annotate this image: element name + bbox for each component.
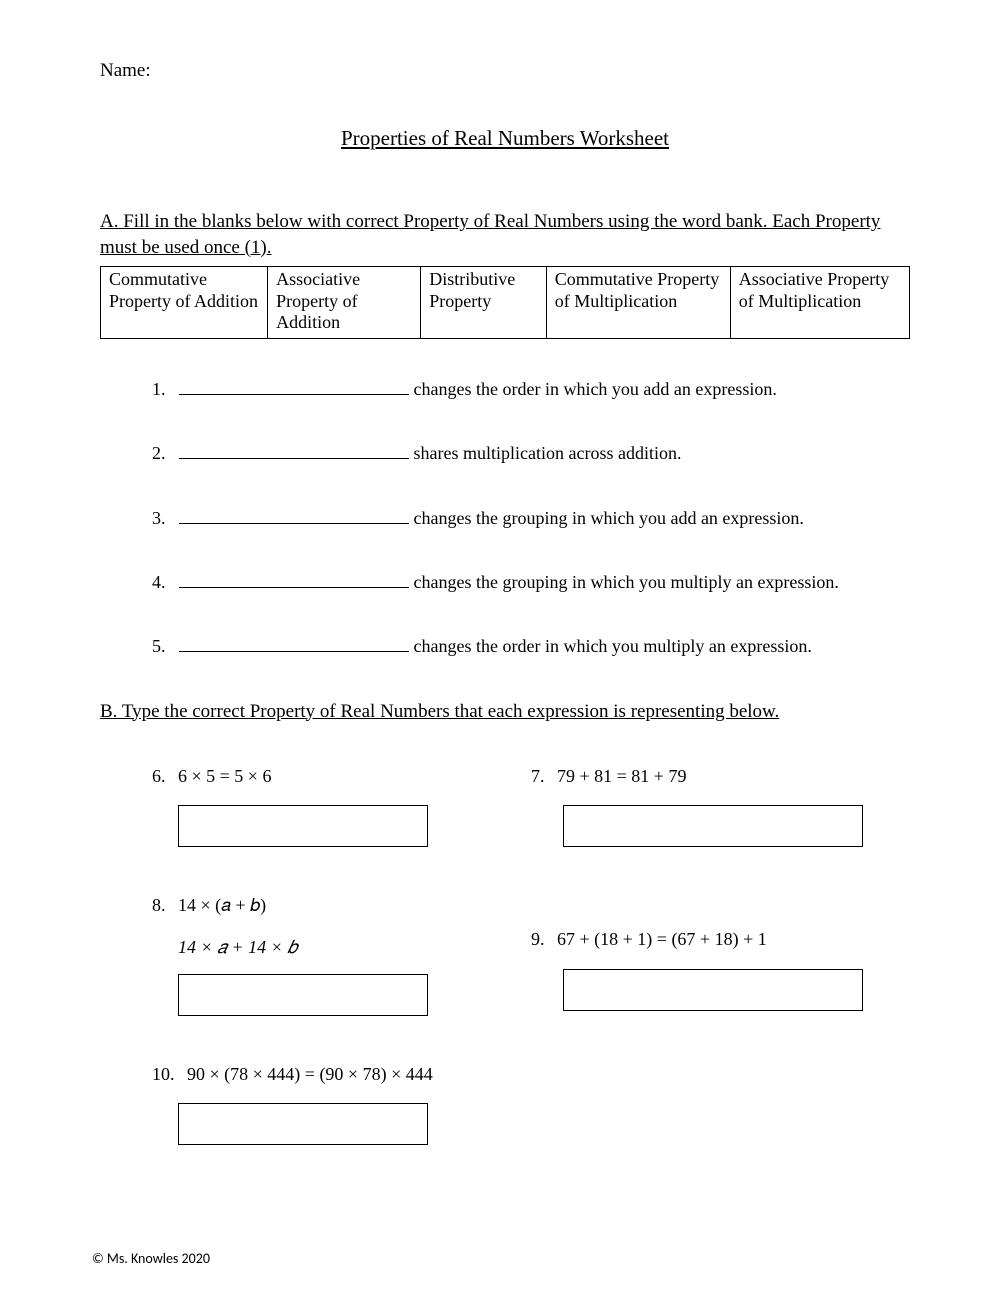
section-a-items: 1. changes the order in which you add an… — [100, 377, 910, 658]
item-number: 4. — [152, 572, 166, 592]
wordbank-cell: Commutative Property of Addition — [101, 267, 268, 339]
q-expression: 79 + 81 = 81 + 79 — [557, 766, 686, 786]
item-text: changes the order in which you multiply … — [414, 636, 812, 656]
q-number: 6. — [152, 766, 166, 786]
item-number: 3. — [152, 508, 166, 528]
q-number: 8. — [152, 895, 166, 915]
q-expression: 90 × (78 × 444) = (90 × 78) × 444 — [187, 1064, 433, 1084]
worksheet-page: Name: Properties of Real Numbers Workshe… — [0, 0, 1000, 1291]
question-10: 10. 90 × (78 × 444) = (90 × 78) × 444 — [152, 1062, 910, 1145]
answer-box[interactable] — [563, 969, 863, 1011]
fill-blank[interactable] — [179, 441, 409, 459]
q-expression-line1: 14 × (𝑎 + 𝑏) — [178, 895, 266, 915]
section-b-heading: B. Type the correct Property of Real Num… — [100, 699, 910, 725]
copyright-footer: © Ms. Knowles 2020 — [92, 1250, 210, 1267]
answer-box[interactable] — [178, 805, 428, 847]
item-text: changes the grouping in which you add an… — [414, 508, 804, 528]
fill-blank[interactable] — [179, 570, 409, 588]
name-label: Name: — [100, 60, 910, 82]
question-8: 8. 14 × (𝑎 + 𝑏) 14 × 𝑎 + 14 × 𝑏 — [152, 893, 531, 1015]
item-text: changes the grouping in which you multip… — [414, 572, 839, 592]
q-number: 10. — [152, 1064, 175, 1084]
answer-box[interactable] — [178, 1103, 428, 1145]
fill-blank[interactable] — [179, 634, 409, 652]
q-number: 7. — [531, 766, 545, 786]
worksheet-title: Properties of Real Numbers Worksheet — [100, 126, 910, 151]
item-number: 5. — [152, 636, 166, 656]
answer-box[interactable] — [178, 974, 428, 1016]
item-text: shares multiplication across addition. — [414, 443, 682, 463]
wordbank-cell: Commutative Property of Multiplication — [546, 267, 730, 339]
wordbank-cell: Distributive Property — [421, 267, 547, 339]
item-number: 1. — [152, 379, 166, 399]
q-number: 9. — [531, 929, 545, 949]
fill-blank[interactable] — [179, 377, 409, 395]
answer-box[interactable] — [563, 805, 863, 847]
item-2: 2. shares multiplication across addition… — [152, 441, 900, 465]
wordbank-cell: Associative Property of Multiplication — [730, 267, 909, 339]
item-3: 3. changes the grouping in which you add… — [152, 506, 900, 530]
question-9: 9. 67 + (18 + 1) = (67 + 18) + 1 — [531, 893, 910, 1015]
section-a-heading: A. Fill in the blanks below with correct… — [100, 209, 910, 260]
item-1: 1. changes the order in which you add an… — [152, 377, 900, 401]
word-bank-table: Commutative Property of Addition Associa… — [100, 266, 910, 339]
q-expression: 67 + (18 + 1) = (67 + 18) + 1 — [557, 929, 767, 949]
item-text: changes the order in which you add an ex… — [414, 379, 777, 399]
item-5: 5. changes the order in which you multip… — [152, 634, 900, 658]
q-expression-line2: 14 × 𝑎 + 14 × 𝑏 — [178, 937, 531, 958]
item-number: 2. — [152, 443, 166, 463]
wordbank-cell: Associative Property of Addition — [268, 267, 421, 339]
question-6: 6. 6 × 5 = 5 × 6 — [152, 764, 531, 847]
q-expression: 6 × 5 = 5 × 6 — [178, 766, 271, 786]
fill-blank[interactable] — [179, 506, 409, 524]
section-b-grid: 6. 6 × 5 = 5 × 6 7. 79 + 81 = 81 + 79 8.… — [100, 764, 910, 1191]
item-4: 4. changes the grouping in which you mul… — [152, 570, 900, 594]
question-7: 7. 79 + 81 = 81 + 79 — [531, 764, 910, 847]
